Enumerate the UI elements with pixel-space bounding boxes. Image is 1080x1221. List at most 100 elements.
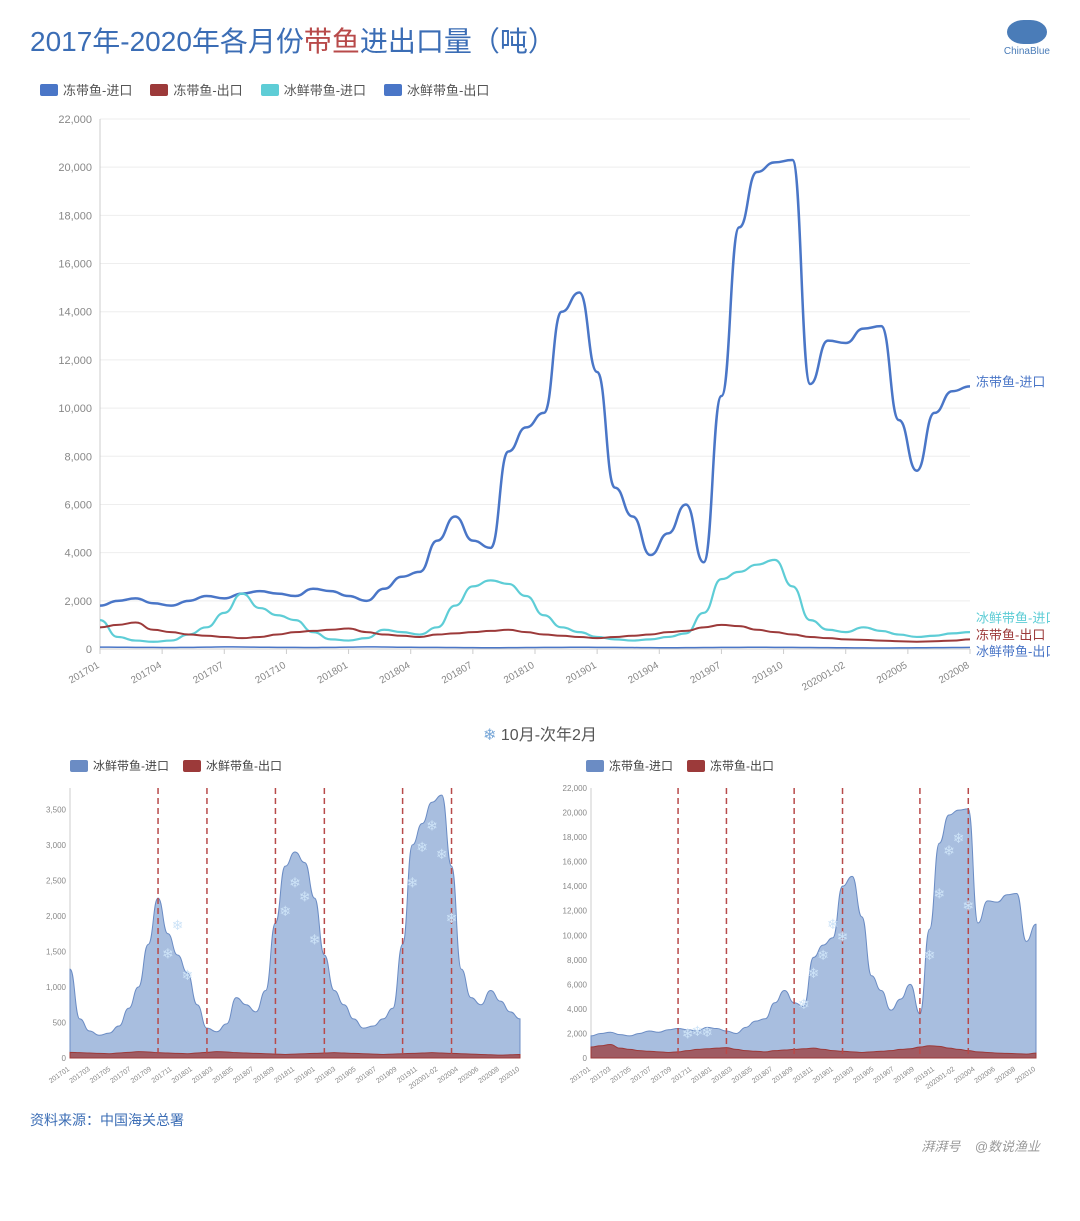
svg-text:❄: ❄ bbox=[436, 846, 448, 862]
svg-text:❄: ❄ bbox=[162, 946, 174, 962]
svg-text:201707: 201707 bbox=[630, 1066, 653, 1085]
svg-text:202008: 202008 bbox=[994, 1066, 1017, 1085]
svg-text:冰鲜带鱼-出口: 冰鲜带鱼-出口 bbox=[976, 644, 1050, 659]
svg-text:1,500: 1,500 bbox=[46, 947, 67, 956]
mid-note-text: 10月-次年2月 bbox=[501, 727, 597, 744]
svg-text:202006: 202006 bbox=[974, 1066, 997, 1085]
svg-text:201909: 201909 bbox=[893, 1066, 916, 1085]
legend-item: 冻带鱼-出口 bbox=[687, 757, 774, 774]
svg-text:8,000: 8,000 bbox=[567, 956, 588, 965]
title-part2: 带鱼 bbox=[304, 26, 360, 57]
svg-text:22,000: 22,000 bbox=[563, 784, 588, 793]
svg-text:201811: 201811 bbox=[792, 1066, 815, 1085]
svg-text:201809: 201809 bbox=[253, 1066, 276, 1085]
svg-text:201907: 201907 bbox=[355, 1066, 378, 1085]
svg-text:6,000: 6,000 bbox=[64, 499, 92, 511]
svg-text:18,000: 18,000 bbox=[563, 833, 588, 842]
legend-swatch bbox=[40, 84, 58, 96]
footer-right: @数说渔业 bbox=[975, 1139, 1040, 1154]
svg-text:201809: 201809 bbox=[771, 1066, 794, 1085]
svg-text:201703: 201703 bbox=[68, 1066, 91, 1085]
svg-text:201807: 201807 bbox=[232, 1066, 255, 1085]
svg-text:201709: 201709 bbox=[650, 1066, 673, 1085]
svg-text:201801: 201801 bbox=[171, 1066, 194, 1085]
svg-text:202004: 202004 bbox=[953, 1066, 976, 1085]
svg-text:12,000: 12,000 bbox=[563, 907, 588, 916]
svg-text:❄: ❄ bbox=[701, 1024, 713, 1040]
svg-text:201805: 201805 bbox=[731, 1066, 754, 1085]
svg-text:❄: ❄ bbox=[953, 830, 965, 846]
svg-text:201901: 201901 bbox=[812, 1066, 835, 1085]
svg-text:201807: 201807 bbox=[751, 1066, 774, 1085]
legend-label: 冰鲜带鱼-出口 bbox=[407, 80, 489, 99]
footer: 湃湃号 @数说渔业 bbox=[30, 1136, 1050, 1155]
svg-text:0: 0 bbox=[86, 644, 92, 656]
svg-text:202008: 202008 bbox=[478, 1066, 501, 1085]
legend-swatch bbox=[261, 84, 279, 96]
legend-swatch bbox=[183, 760, 201, 772]
svg-text:冻带鱼-进口: 冻带鱼-进口 bbox=[976, 374, 1045, 389]
svg-text:201711: 201711 bbox=[151, 1066, 174, 1085]
svg-text:12,000: 12,000 bbox=[58, 355, 92, 367]
svg-text:10,000: 10,000 bbox=[563, 931, 588, 940]
svg-text:201803: 201803 bbox=[191, 1066, 214, 1085]
svg-text:10,000: 10,000 bbox=[58, 403, 92, 415]
svg-text:2,000: 2,000 bbox=[46, 912, 67, 921]
legend-label: 冻带鱼-进口 bbox=[63, 80, 132, 99]
small-chart-left: 冰鲜带鱼-进口冰鲜带鱼-出口 05001,0001,5002,0002,5003… bbox=[30, 753, 534, 1098]
svg-text:201810: 201810 bbox=[502, 660, 537, 686]
svg-text:❄: ❄ bbox=[837, 928, 849, 944]
svg-text:201803: 201803 bbox=[711, 1066, 734, 1085]
svg-text:201905: 201905 bbox=[852, 1066, 875, 1085]
svg-text:201811: 201811 bbox=[273, 1066, 296, 1085]
svg-text:冰鲜带鱼-进口: 冰鲜带鱼-进口 bbox=[976, 611, 1050, 626]
legend-item: 冰鲜带鱼-进口 bbox=[261, 80, 366, 99]
svg-text:201801: 201801 bbox=[316, 660, 351, 686]
svg-text:202008: 202008 bbox=[937, 660, 972, 686]
svg-text:201910: 201910 bbox=[751, 660, 786, 686]
svg-text:201901: 201901 bbox=[293, 1066, 316, 1085]
svg-text:201711: 201711 bbox=[671, 1066, 694, 1085]
logo-text: ChinaBlue bbox=[1004, 46, 1050, 57]
svg-text:202010: 202010 bbox=[498, 1066, 521, 1085]
svg-text:201705: 201705 bbox=[89, 1066, 112, 1085]
svg-text:201704: 201704 bbox=[129, 660, 164, 686]
legend-item: 冻带鱼-进口 bbox=[586, 757, 673, 774]
legend-item: 冰鲜带鱼-出口 bbox=[384, 80, 489, 99]
svg-text:6,000: 6,000 bbox=[567, 980, 588, 989]
svg-text:201907: 201907 bbox=[689, 660, 724, 686]
legend-label: 冻带鱼-出口 bbox=[173, 80, 242, 99]
svg-text:202004: 202004 bbox=[437, 1066, 460, 1085]
fish-icon bbox=[1007, 20, 1047, 44]
svg-text:❄: ❄ bbox=[182, 967, 194, 983]
svg-text:201703: 201703 bbox=[589, 1066, 612, 1085]
svg-text:202005: 202005 bbox=[875, 660, 910, 686]
brand-logo: ChinaBlue bbox=[1004, 20, 1050, 57]
svg-text:❄: ❄ bbox=[798, 996, 810, 1012]
svg-text:❄: ❄ bbox=[172, 917, 184, 933]
svg-text:1,000: 1,000 bbox=[46, 983, 67, 992]
title-part1: 2017年-2020年各月份 bbox=[30, 26, 304, 57]
svg-text:❄: ❄ bbox=[309, 931, 321, 947]
svg-text:❄: ❄ bbox=[817, 947, 829, 963]
svg-text:❄: ❄ bbox=[407, 874, 419, 890]
legend-item: 冰鲜带鱼-进口 bbox=[70, 757, 169, 774]
snowflake-icon: ❄ bbox=[483, 727, 496, 744]
svg-text:2,500: 2,500 bbox=[46, 876, 67, 885]
svg-text:0: 0 bbox=[583, 1054, 588, 1063]
svg-text:201903: 201903 bbox=[314, 1066, 337, 1085]
svg-text:16,000: 16,000 bbox=[563, 858, 588, 867]
svg-text:201807: 201807 bbox=[440, 660, 475, 686]
legend-swatch bbox=[687, 760, 705, 772]
svg-text:202010: 202010 bbox=[1014, 1066, 1037, 1085]
svg-text:201804: 201804 bbox=[378, 660, 413, 686]
small-chart-right: 冻带鱼-进口冻带鱼-出口 02,0004,0006,0008,00010,000… bbox=[546, 753, 1050, 1098]
legend-label: 冰鲜带鱼-出口 bbox=[206, 757, 282, 774]
svg-text:2,000: 2,000 bbox=[567, 1029, 588, 1038]
svg-text:202006: 202006 bbox=[457, 1066, 480, 1085]
svg-text:14,000: 14,000 bbox=[58, 307, 92, 319]
svg-text:4,000: 4,000 bbox=[64, 548, 92, 560]
legend-item: 冰鲜带鱼-出口 bbox=[183, 757, 282, 774]
legend-swatch bbox=[70, 760, 88, 772]
svg-text:18,000: 18,000 bbox=[58, 210, 92, 222]
